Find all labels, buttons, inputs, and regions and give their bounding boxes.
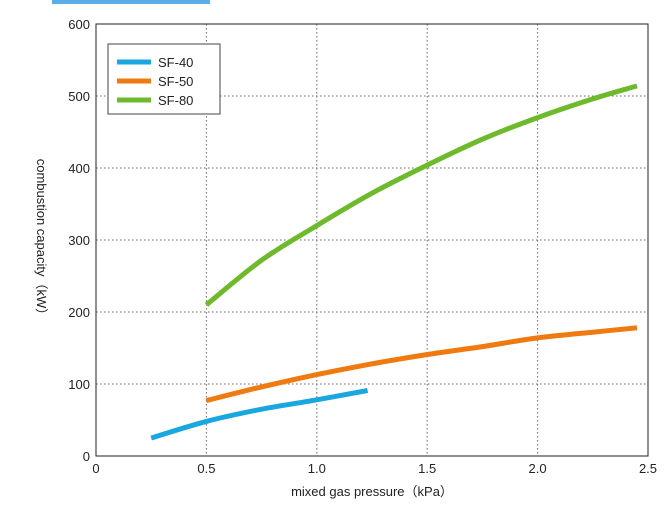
x-axis-title: mixed gas pressure（kPa） <box>291 484 453 499</box>
x-tick-label: 2.0 <box>529 461 547 476</box>
x-tick-label: 1.0 <box>308 461 326 476</box>
legend-label-sf-80: SF-80 <box>158 93 193 108</box>
y-tick-label: 300 <box>68 233 90 248</box>
y-tick-label: 400 <box>68 161 90 176</box>
plot-frame <box>95 23 649 457</box>
series-line-sf-50 <box>205 325 638 404</box>
legend: SF-40 SF-50 SF-80 <box>107 43 221 115</box>
series-line-sf-40 <box>150 388 369 441</box>
y-tick-label: 0 <box>83 449 90 464</box>
header-accent-bar <box>52 0 210 4</box>
grid-lines <box>96 24 648 456</box>
x-tick-label: 0 <box>92 461 99 476</box>
y-tick-label: 600 <box>68 17 90 32</box>
series-layer <box>150 83 638 441</box>
x-tick-label: 2.5 <box>639 461 657 476</box>
x-tick-labels: 0 0.5 1.0 1.5 2.0 2.5 <box>92 461 657 476</box>
y-tick-label: 200 <box>68 305 90 320</box>
y-tick-labels: 0 100 200 300 400 500 600 <box>68 17 90 464</box>
y-tick-label: 100 <box>68 377 90 392</box>
x-tick-label: 1.5 <box>418 461 436 476</box>
series-line-sf-80 <box>204 83 638 307</box>
x-tick-label: 0.5 <box>197 461 215 476</box>
legend-label-sf-40: SF-40 <box>158 55 193 70</box>
legend-label-sf-50: SF-50 <box>158 74 193 89</box>
y-tick-label: 500 <box>68 89 90 104</box>
y-axis-title: combustion capacity（kW） <box>34 159 49 322</box>
